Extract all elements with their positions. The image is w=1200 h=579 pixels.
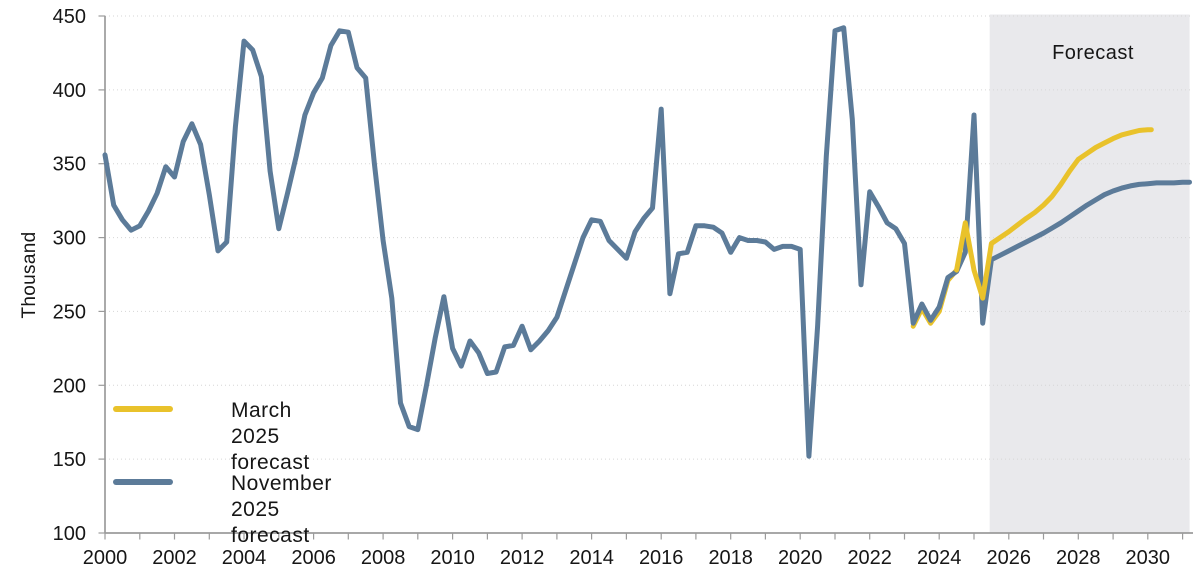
march-forecast-line [954,127,1154,301]
x-tick-label: 2030 [1126,547,1171,569]
y-tick-label: 250 [53,301,86,323]
y-tick-label: 300 [53,228,86,250]
legend-label: November 2025 forecast [231,472,332,547]
x-tick-label: 2020 [778,547,823,569]
x-tick-label: 2002 [152,547,197,569]
y-axis-title: Thousand [19,231,40,319]
november-forecast-line [102,25,1192,459]
forecast-region-label: Forecast [1052,42,1134,64]
y-tick-label: 350 [53,154,86,176]
y-tick-label: 450 [53,6,86,28]
y-tick-label: 200 [53,375,86,397]
y-tick-label: 100 [53,523,86,545]
x-tick-label: 2028 [1056,547,1101,569]
x-tick-label: 2018 [708,547,753,569]
x-tick-label: 2024 [917,547,962,569]
x-tick-label: 2012 [500,547,545,569]
x-tick-label: 2026 [987,547,1032,569]
y-tick-label: 150 [53,449,86,471]
legend-item-march-2025-forecast: March 2025 forecast [113,398,310,476]
y-tick-label: 400 [53,80,86,102]
november-forecast-line-swatch-icon [113,479,173,485]
legend-label: March 2025 forecast [231,399,310,474]
x-tick-label: 2004 [222,547,267,569]
x-tick-label: 2016 [639,547,684,569]
x-tick-label: 2022 [847,547,892,569]
x-tick-label: 2014 [569,547,614,569]
x-tick-label: 2010 [430,547,475,569]
x-tick-label: 2006 [291,547,336,569]
x-tick-label: 2000 [83,547,128,569]
legend-item-november-2025-forecast: November 2025 forecast [113,471,332,549]
x-tick-label: 2008 [361,547,406,569]
forecast-region [989,14,1190,533]
march-forecast-line-swatch-icon [113,406,173,412]
